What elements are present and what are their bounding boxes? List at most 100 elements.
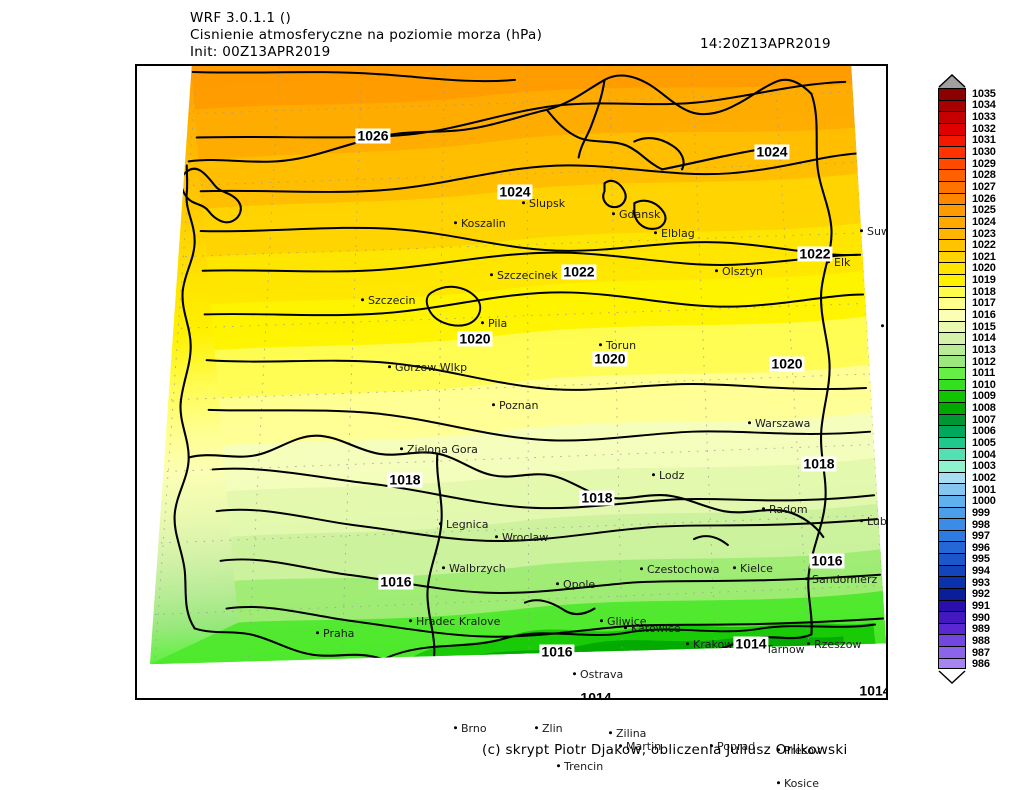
colorbar-strip [938, 88, 966, 670]
colorbar-tick-label: 1001 [972, 483, 996, 496]
colorbar-cell [938, 99, 966, 112]
colorbar-cell [938, 192, 966, 205]
colorbar-tick-label: 1003 [972, 460, 996, 473]
colorbar-over-arrow [938, 74, 966, 88]
colorbar-tick-label: 1006 [972, 425, 996, 438]
city-name: Trencin [564, 759, 604, 773]
colorbar-cell [938, 204, 966, 216]
colorbar-tick-label: 1016 [972, 308, 996, 321]
colorbar-tick-label: 1007 [972, 413, 996, 426]
city-label: Kosice [777, 776, 819, 790]
colorbar-cell [938, 169, 966, 181]
colorbar-cell [938, 111, 966, 123]
colorbar-tick-label: 1029 [972, 157, 996, 170]
colorbar-tick-label: 1000 [972, 495, 996, 508]
colorbar-tick-label: 999 [972, 506, 990, 519]
colorbar-cell [938, 494, 966, 507]
colorbar-cell [938, 587, 966, 600]
colorbar-cell [938, 134, 966, 147]
isobar-label: 1016 [378, 573, 414, 590]
colorbar: 1035 1034 1033 1032 1031 1030 1029 1028 1027 1026… [938, 74, 1024, 698]
city-marker-icon [557, 764, 560, 768]
city-label: Brno [454, 721, 487, 735]
city-marker-icon [609, 731, 612, 735]
colorbar-cell [938, 227, 966, 240]
colorbar-cell [938, 122, 966, 135]
city-marker-icon [777, 781, 780, 785]
colorbar-cell [938, 599, 966, 612]
valid-time-label: 14:20Z13APR2019 [700, 36, 831, 52]
colorbar-tick-label: 1028 [972, 169, 996, 182]
colorbar-tick-label: 1021 [972, 250, 996, 263]
city-name: Kosice [784, 776, 819, 790]
colorbar-tick-label: 1032 [972, 122, 996, 135]
isobar-label: 1014 [578, 690, 614, 698]
colorbar-tick-label: 1031 [972, 134, 996, 147]
colorbar-cell [938, 262, 966, 274]
colorbar-cell [938, 553, 966, 565]
colorbar-cell [938, 529, 966, 542]
colorbar-tick-label: 992 [972, 588, 990, 601]
isobar-label: 1014 [733, 635, 769, 652]
colorbar-tick-label: 996 [972, 541, 990, 554]
colorbar-cell [938, 285, 966, 298]
colorbar-tick-label: 1033 [972, 111, 996, 124]
colorbar-tick-label: 1009 [972, 390, 996, 403]
weather-map-page: WRF 3.0.1.1 () Cisnienie atmosferyczne n… [135, 10, 1024, 790]
isobar-label: 1020 [769, 355, 805, 372]
colorbar-cell [938, 181, 966, 193]
colorbar-tick-label: 1017 [972, 297, 996, 310]
colorbar-cell [938, 506, 966, 519]
city-label: Trencin [557, 759, 603, 773]
isobar-label: 1020 [457, 330, 493, 347]
colorbar-tick-label: 1026 [972, 192, 996, 205]
isobar-label: 1022 [561, 263, 597, 280]
isobar-label: 1016 [539, 643, 575, 660]
colorbar-tick-label: 1005 [972, 437, 996, 450]
colorbar-cell [938, 460, 966, 472]
colorbar-tick-label: 988 [972, 634, 990, 647]
city-marker-icon [535, 726, 538, 730]
colorbar-tick-label: 1019 [972, 274, 996, 287]
colorbar-cell [938, 471, 966, 484]
colorbar-tick-label: 1027 [972, 180, 996, 193]
colorbar-tick-label: 1030 [972, 146, 996, 159]
colorbar-tick-label: 994 [972, 565, 990, 578]
colorbar-tick-label: 1012 [972, 355, 996, 368]
colorbar-tick-label: 1014 [972, 332, 996, 345]
colorbar-under-arrow [938, 670, 966, 684]
colorbar-tick-label: 1010 [972, 378, 996, 391]
colorbar-cell [938, 215, 966, 228]
isobar-label: 1026 [355, 127, 391, 144]
colorbar-tick-label: 998 [972, 518, 990, 531]
isobar-label: 1018 [579, 489, 615, 506]
colorbar-cell [938, 88, 966, 100]
colorbar-cell [938, 657, 966, 670]
pressure-field-plot [149, 66, 886, 665]
colorbar-cell [938, 541, 966, 553]
colorbar-cell [938, 239, 966, 251]
city-name: Zilina [616, 726, 647, 740]
city-label: Zilina [609, 726, 646, 740]
colorbar-tick-label: 1004 [972, 448, 996, 461]
colorbar-cell [938, 308, 966, 321]
isobar-label: 1020 [592, 350, 628, 367]
model-title: WRF 3.0.1.1 () [190, 10, 292, 26]
colorbar-under-arrow-outline [938, 670, 966, 684]
isobar-label: 1024 [754, 143, 790, 160]
colorbar-over-arrow-outline [938, 74, 966, 88]
colorbar-cell [938, 378, 966, 391]
field-title: Cisnienie atmosferyczne na poziomie morz… [190, 27, 543, 43]
colorbar-cell [938, 576, 966, 588]
colorbar-cell [938, 146, 966, 158]
colorbar-cell [938, 611, 966, 623]
isobar-label: 1024 [497, 183, 533, 200]
colorbar-tick-label: 1035 [972, 87, 996, 100]
isobar-label: 1016 [809, 552, 845, 569]
colorbar-tick-label: 1018 [972, 285, 996, 298]
colorbar-cell [938, 390, 966, 402]
colorbar-cell [938, 157, 966, 170]
colorbar-cell [938, 483, 966, 495]
colorbar-cell [938, 634, 966, 646]
colorbar-cell [938, 448, 966, 460]
